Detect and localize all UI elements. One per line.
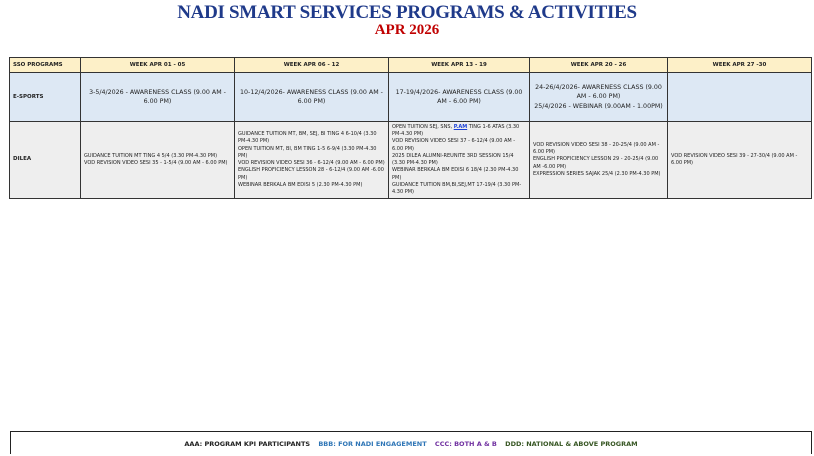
week-cell: OPEN TUITION SEJ, SNS, P.AM TING 1-6 ATA… xyxy=(388,121,530,199)
week-cell: 24-26/4/2026- AWARENESS CLASS (9.00 AM -… xyxy=(529,72,668,122)
legend-aaa: AAA: PROGRAM KPI PARTICIPANTS xyxy=(184,440,311,448)
week-cell: 3-5/4/2026 - AWARENESS CLASS (9.00 AM - … xyxy=(80,72,235,122)
activity-link[interactable]: P.AM xyxy=(453,123,468,130)
activity-item: OPEN TUITION SEJ, SNS, P.AM TING 1-6 ATA… xyxy=(392,124,526,139)
activity-item: VOD REVISION VIDEO SESI 38 - 20-25/4 (9.… xyxy=(533,141,660,156)
activity-item: ENGLISH PROFICIENCY LESSON 29 - 20-25/4 … xyxy=(533,156,659,170)
week-cell: 10-12/4/2026- AWARENESS CLASS (9.00 AM -… xyxy=(234,72,389,122)
column-header: WEEK APR 27 -30 xyxy=(667,57,812,73)
activity-text: OPEN TUITION SEJ, SNS, xyxy=(392,123,454,130)
activity-item: VOD REVISION VIDEO SESI 35 - 1-5/4 (9.00… xyxy=(84,160,228,166)
row-label: DILEA xyxy=(9,121,81,199)
week-cell: GUIDANCE TUITION MT, BM, SEJ, BI TING 4 … xyxy=(234,121,389,199)
table-row-e-sports: E-SPORTS 3-5/4/2026 - AWARENESS CLASS (9.… xyxy=(9,72,812,122)
page-subtitle: APR 2026 xyxy=(374,22,440,38)
activity-item: 17-19/4/2026- AWARENESS CLASS (9.00 AM -… xyxy=(395,88,523,105)
activity-item: 24-26/4/2026- AWARENESS CLASS (9.00 AM -… xyxy=(535,83,662,101)
column-header: WEEK APR 06 - 12 xyxy=(234,57,389,73)
row-label: E-SPORTS xyxy=(9,72,81,122)
activity-item: EXPRESSION SERIES SAJAK 25/4 (2.30 PM-4.… xyxy=(533,170,661,177)
activity-item: 2025 DILEA ALUMNI-REUNITE 3RD SESSION 15… xyxy=(392,152,514,166)
column-header: SSO PROGRAMS xyxy=(9,57,81,73)
activity-item: VOD REVISION VIDEO SESI 39 - 27-30/4 (9.… xyxy=(671,152,798,166)
week-cell: 17-19/4/2026- AWARENESS CLASS (9.00 AM -… xyxy=(388,72,530,122)
activity-item: ENGLISH PROFICIENCY LESSON 28 - 6-12/4 (… xyxy=(238,167,384,181)
activity-item: GUIDANCE TUITION MT, BM, SEJ, BI TING 4 … xyxy=(238,131,377,145)
column-header: WEEK APR 01 - 05 xyxy=(80,57,235,73)
page-title: NADI SMART SERVICES PROGRAMS & ACTIVITIE… xyxy=(177,2,637,23)
activity-item: 3-5/4/2026 - AWARENESS CLASS (9.00 AM - … xyxy=(89,88,226,105)
legend-ddd: DDD: NATIONAL & ABOVE PROGRAM xyxy=(505,440,638,448)
activity-item: GUIDANCE TUITION BM,BI,SEJ,MT 17-19/4 (3… xyxy=(392,181,522,195)
legend-bbb: BBB: FOR NADI ENGAGEMENT xyxy=(318,440,427,448)
activity-text: TING 1-6 ATAS (3.30 PM-4.30 PM) xyxy=(392,123,520,137)
activity-item: WEBINAR BERKALA BM EDISI 5 (2.30 PM-4.30… xyxy=(238,181,363,188)
activity-item: VOD REVISION VIDEO SESI 36 - 6-12/4 (9.0… xyxy=(238,160,385,166)
activity-item: WEBINAR BERKALA BM EDISI 6 18/4 (2.30 PM… xyxy=(392,167,519,181)
programs-table: SSO PROGRAMS WEEK APR 01 - 05 WEEK APR 06 … xyxy=(9,57,812,199)
activity-item: VOD REVISION VIDEO SESI 37 - 6-12/4 (9.0… xyxy=(392,138,516,152)
activity-item: OPEN TUITION MT, BI, BM TING 1-5 6-9/4 (… xyxy=(238,145,377,159)
activity-item: GUIDANCE TUITION MT TING 4 5/4 (3.30 PM-… xyxy=(84,152,218,159)
column-header: WEEK APR 13 - 19 xyxy=(388,57,530,73)
activity-item: 10-12/4/2026- AWARENESS CLASS (9.00 AM -… xyxy=(240,88,383,105)
legend-ccc: CCC: BOTH A & B xyxy=(434,440,497,448)
week-cell: VOD REVISION VIDEO SESI 39 - 27-30/4 (9.… xyxy=(667,121,812,199)
week-cell xyxy=(667,72,812,122)
header-row: SSO PROGRAMS WEEK APR 01 - 05 WEEK APR 06 … xyxy=(9,57,812,73)
week-cell: VOD REVISION VIDEO SESI 38 - 20-25/4 (9.… xyxy=(529,121,668,199)
activity-item: 25/4/2026 - WEBINAR (9.00AM - 1.00PM) xyxy=(534,102,663,110)
legend-bar: AAA: PROGRAM KPI PARTICIPANTS BBB: FOR N… xyxy=(10,431,812,454)
week-cell: GUIDANCE TUITION MT TING 4 5/4 (3.30 PM-… xyxy=(80,121,235,199)
column-header: WEEK APR 20 - 26 xyxy=(529,57,668,73)
table-row-dilea: DILEA GUIDANCE TUITION MT TING 4 5/4 (3.3… xyxy=(9,121,812,199)
